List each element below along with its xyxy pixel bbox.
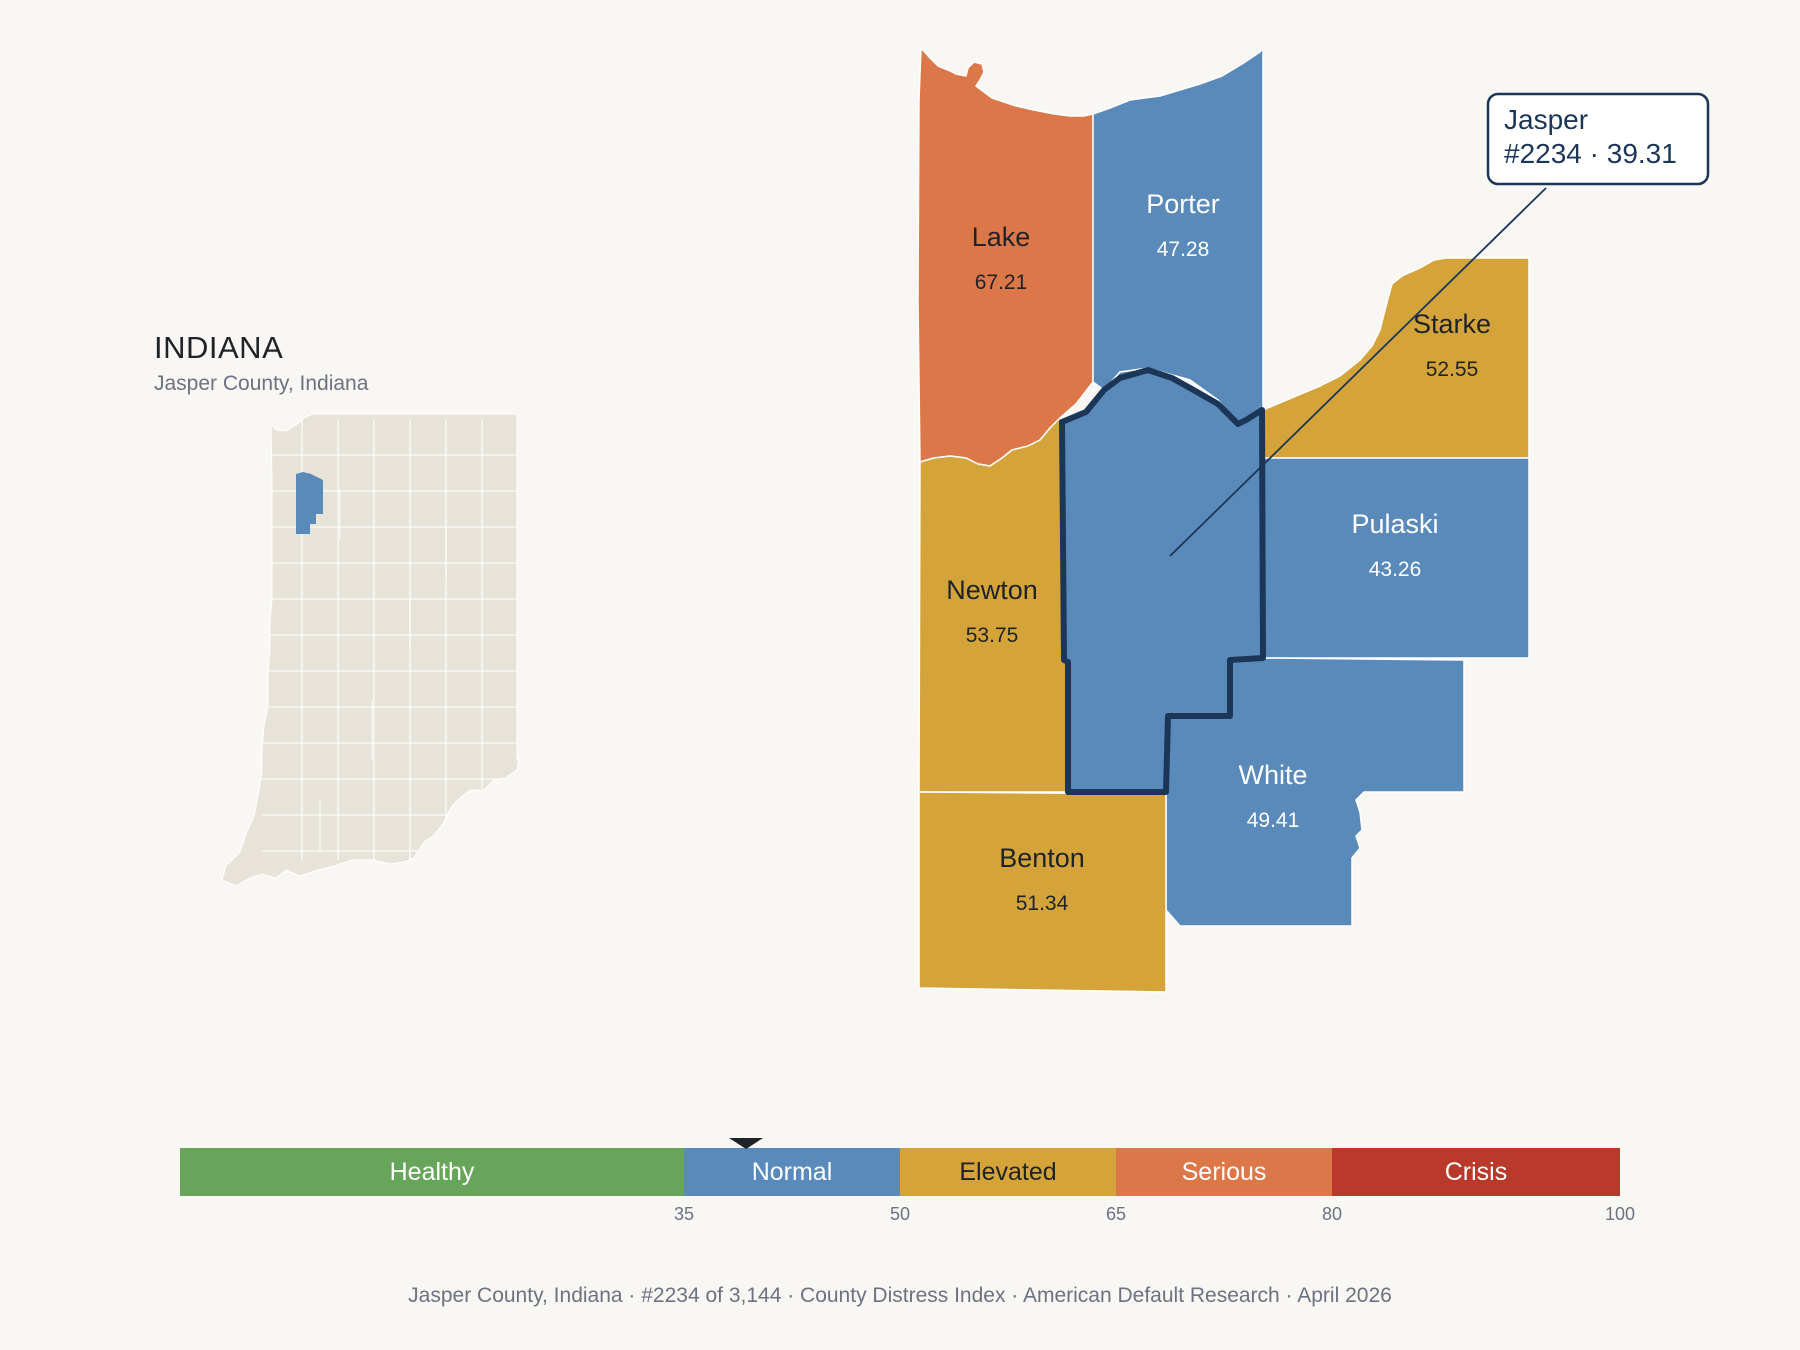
inset-subtitle: Jasper County, Indiana [154, 372, 369, 395]
indiana-inset-map [221, 413, 520, 887]
inset-jasper-county [296, 472, 323, 534]
legend-band-label: Elevated [959, 1158, 1056, 1186]
county-label-benton: Benton [999, 843, 1085, 873]
inset-county-grid [262, 420, 517, 860]
county-label-lake: Lake [972, 222, 1031, 252]
county-label-porter: Porter [1146, 189, 1220, 219]
legend-band-label: Healthy [390, 1158, 475, 1186]
legend-band-label: Crisis [1445, 1158, 1508, 1186]
callout-county-name: Jasper [1504, 104, 1588, 135]
county-value-starke: 52.55 [1426, 358, 1479, 381]
inset-state-title: INDIANA [154, 330, 284, 365]
legend-band-normal [684, 1148, 900, 1196]
jasper-highlight-outline [1059, 367, 1266, 795]
county-lake[interactable] [917, 47, 1094, 467]
legend-band-label: Normal [752, 1158, 833, 1186]
county-newton[interactable] [918, 417, 1069, 793]
county-label-pulaski: Pulaski [1351, 509, 1438, 539]
callout-box [1486, 92, 1710, 186]
callout-rank-value: #2234 · 39.31 [1504, 138, 1677, 169]
jasper-callout: Jasper #2234 · 39.31 [1169, 92, 1710, 557]
legend-tick-label: 100 [1605, 1204, 1635, 1224]
legend-band-healthy [180, 1148, 684, 1196]
legend-tick-label: 65 [1106, 1204, 1126, 1224]
county-value-pulaski: 43.26 [1369, 558, 1422, 581]
legend-tick-label: 50 [890, 1204, 910, 1224]
county-starke[interactable] [1262, 257, 1530, 459]
legend-band-elevated [900, 1148, 1116, 1196]
county-map [917, 47, 1530, 993]
legend-tick-label: 35 [674, 1204, 694, 1224]
county-value-benton: 51.34 [1016, 892, 1069, 915]
legend-band-serious [1116, 1148, 1332, 1196]
legend-band-crisis [1332, 1148, 1620, 1196]
legend-band-label: Serious [1182, 1158, 1267, 1186]
county-labels: Lake 67.21 Porter 47.28 Starke 52.55 Newton 53.… [946, 189, 1491, 915]
county-label-starke: Starke [1413, 309, 1491, 339]
distress-legend: Healthy Normal Elevated Serious Crisis 35 50 65… [180, 1138, 1635, 1224]
county-label-white: White [1238, 760, 1307, 790]
callout-leader-line [1169, 187, 1547, 557]
county-porter[interactable] [1092, 47, 1264, 425]
county-value-white: 49.41 [1247, 809, 1300, 832]
county-value-newton: 53.75 [966, 624, 1019, 647]
footer-caption: Jasper County, Indiana · #2234 of 3,144 … [408, 1284, 1392, 1307]
legend-marker-triangle [729, 1138, 764, 1149]
county-value-porter: 47.28 [1157, 238, 1210, 261]
legend-tick-label: 80 [1322, 1204, 1342, 1224]
county-value-lake: 67.21 [975, 271, 1028, 294]
county-label-newton: Newton [946, 575, 1038, 605]
